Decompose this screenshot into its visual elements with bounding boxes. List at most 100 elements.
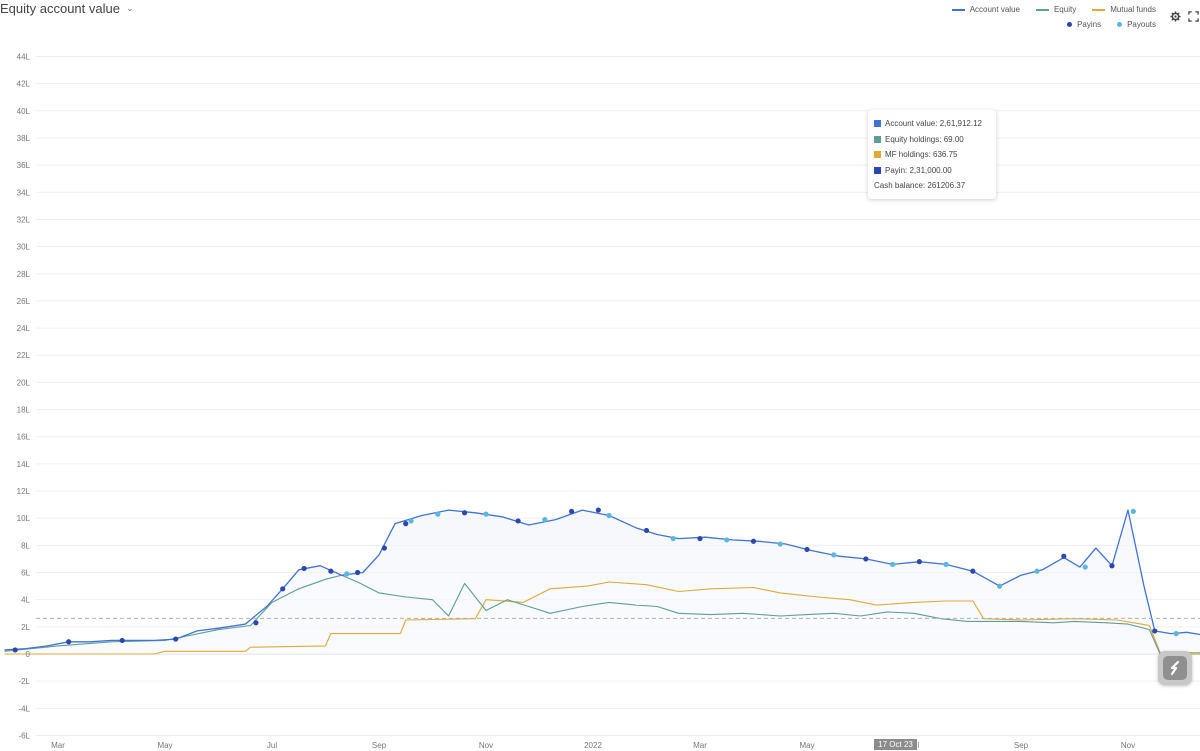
x-tick-label: May — [157, 741, 172, 750]
payin-marker — [66, 639, 71, 644]
crosshair-date-label: 17 Oct 23 — [874, 739, 917, 750]
payin-marker — [462, 510, 467, 515]
fullscreen-button[interactable] — [1186, 9, 1200, 23]
payin-marker — [173, 636, 178, 641]
payout-marker — [831, 552, 836, 557]
tooltip-mf-holdings: MF holdings: 636.75 — [874, 147, 990, 163]
payin-marker — [596, 507, 601, 512]
gear-icon — [1170, 11, 1181, 22]
payin-marker — [253, 620, 258, 625]
payin-marker — [1109, 563, 1114, 568]
payout-marker — [890, 562, 895, 567]
legend-equity[interactable]: Equity — [1036, 5, 1076, 14]
app-logo-icon — [1163, 656, 1187, 680]
y-tick-label: 26L — [17, 297, 31, 306]
payout-marker — [1083, 564, 1088, 569]
payin-marker — [382, 545, 387, 550]
tooltip-equity-holdings: Equity holdings: 69.00 — [874, 132, 990, 148]
payout-marker — [542, 517, 547, 522]
payout-marker — [435, 512, 440, 517]
y-tick-label: 2L — [21, 623, 30, 632]
payout-marker — [1131, 509, 1136, 514]
y-tick-label: 18L — [17, 406, 31, 415]
y-tick-label: 22L — [17, 351, 31, 360]
y-tick-label: 40L — [17, 107, 31, 116]
y-tick-label: 42L — [17, 80, 31, 89]
line-swatch-icon — [1036, 9, 1049, 11]
tooltip-payin: Payin: 2,31,000.00 — [874, 163, 990, 179]
payout-marker — [778, 541, 783, 546]
chart-title-dropdown[interactable]: Equity account value ⌄ — [0, 1, 134, 16]
settings-button[interactable] — [1168, 9, 1182, 23]
legend-label: Payins — [1077, 20, 1101, 29]
payin-marker — [804, 547, 809, 552]
payin-marker — [1152, 628, 1157, 633]
y-tick-label: -4L — [18, 704, 30, 713]
payin-marker — [863, 556, 868, 561]
payout-marker — [409, 518, 414, 523]
swatch-icon — [874, 136, 881, 143]
legend-payouts[interactable]: Payouts — [1117, 20, 1156, 29]
payout-marker — [606, 513, 611, 518]
y-tick-label: 0 — [26, 650, 31, 659]
x-tick-label: Jul — [267, 741, 277, 750]
legend-account-value[interactable]: Account value — [952, 5, 1020, 14]
tooltip-cash-balance: Cash balance: 261206.37 — [874, 178, 990, 194]
y-tick-label: 36L — [17, 161, 31, 170]
chart-title: Equity account value — [0, 1, 120, 16]
y-tick-label: 38L — [17, 134, 31, 143]
y-tick-label: 24L — [17, 324, 31, 333]
payout-marker — [483, 512, 488, 517]
line-swatch-icon — [952, 9, 965, 11]
legend-label: Mutual funds — [1110, 5, 1156, 14]
payout-marker — [724, 537, 729, 542]
payin-marker — [403, 521, 408, 526]
y-tick-label: 4L — [21, 596, 30, 605]
legend-label: Payouts — [1127, 20, 1156, 29]
y-tick-label: 20L — [17, 378, 31, 387]
legend: Account value Equity Mutual funds Payins… — [952, 2, 1156, 32]
app-launcher-button[interactable] — [1158, 651, 1192, 685]
legend-mutual-funds[interactable]: Mutual funds — [1092, 5, 1156, 14]
legend-label: Equity — [1054, 5, 1076, 14]
data-tooltip: Account value: 2,61,912.12 Equity holdin… — [868, 110, 996, 199]
payin-marker — [280, 586, 285, 591]
y-tick-label: 32L — [17, 215, 31, 224]
x-axis: MarMayJulSepNov2022MarMayJulSepNov2023Ma… — [51, 741, 1200, 750]
payin-marker — [751, 539, 756, 544]
dot-swatch-icon — [1067, 22, 1072, 27]
swatch-icon — [874, 151, 881, 158]
legend-payins[interactable]: Payins — [1067, 20, 1101, 29]
payout-marker — [944, 562, 949, 567]
x-tick-label: Sep — [372, 741, 387, 750]
legend-row-dots: Payins Payouts — [952, 17, 1156, 32]
y-tick-label: 12L — [17, 487, 31, 496]
fullscreen-icon — [1188, 11, 1199, 22]
y-tick-label: 34L — [17, 188, 31, 197]
x-tick-label: 2022 — [584, 741, 602, 750]
payin-marker — [13, 647, 18, 652]
y-tick-label: 30L — [17, 243, 31, 252]
payout-marker — [344, 571, 349, 576]
y-tick-label: 28L — [17, 270, 31, 279]
payin-marker — [970, 569, 975, 574]
payout-marker — [1034, 569, 1039, 574]
x-tick-label: Mar — [693, 741, 707, 750]
payout-marker — [1174, 631, 1179, 636]
payin-marker — [302, 566, 307, 571]
payout-marker — [671, 536, 676, 541]
y-tick-label: 6L — [21, 569, 30, 578]
y-tick-label: 10L — [17, 514, 31, 523]
payin-marker — [644, 528, 649, 533]
payin-marker — [569, 509, 574, 514]
line-swatch-icon — [1092, 9, 1105, 11]
y-tick-label: 44L — [17, 52, 31, 61]
x-tick-label: Nov — [479, 741, 493, 750]
y-axis: -6L-4L-2L02L4L6L8L10L12L14L16L18L20L22L2… — [17, 52, 31, 740]
payout-marker — [997, 584, 1002, 589]
swatch-icon — [874, 120, 881, 127]
chevron-down-icon: ⌄ — [126, 3, 134, 14]
payin-marker — [328, 569, 333, 574]
payin-marker — [120, 638, 125, 643]
